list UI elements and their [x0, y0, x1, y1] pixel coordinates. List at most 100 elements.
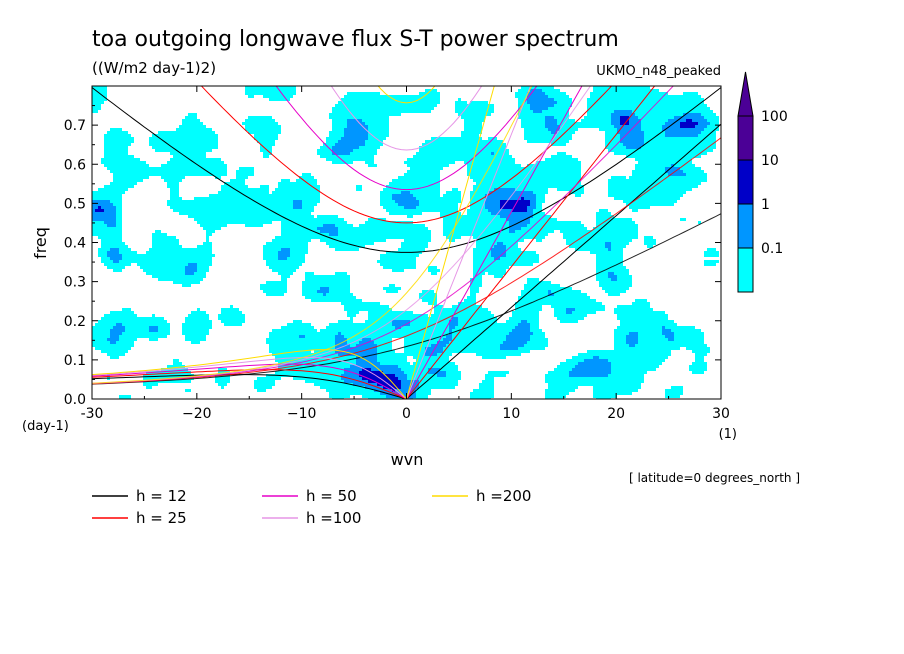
spectrum-cell [92, 233, 122, 236]
spectrum-cell [95, 323, 116, 326]
spectrum-cell [500, 257, 539, 260]
spectrum-cell [515, 95, 527, 98]
spectrum-cell [614, 197, 680, 200]
spectrum-cell [638, 116, 674, 119]
spectrum-cell [389, 212, 422, 215]
spectrum-cell [158, 131, 215, 134]
spectrum-cell [98, 320, 167, 323]
spectrum-cell [92, 206, 98, 209]
spectrum-cell [101, 239, 122, 242]
spectrum-cell [110, 170, 227, 173]
spectrum-cell [557, 188, 584, 191]
spectrum-cell [347, 122, 365, 125]
spectrum-cell [260, 143, 275, 146]
spectrum-cell [269, 350, 311, 353]
spectrum-cell [320, 386, 365, 389]
spectrum-cell [347, 338, 362, 341]
spectrum-cell [374, 389, 392, 392]
spectrum-cell [404, 239, 431, 242]
spectrum-cell [278, 365, 350, 368]
spectrum-cell [482, 380, 494, 383]
spectrum-cell [338, 353, 377, 356]
spectrum-cell [419, 386, 455, 389]
spectrum-cell [338, 227, 428, 230]
x-tick-label: 0 [402, 406, 411, 422]
spectrum-cell [680, 218, 686, 221]
spectrum-cell [629, 122, 641, 125]
spectrum-cell [416, 359, 449, 362]
spectrum-cell [512, 329, 530, 332]
kelvin-wave-curve [406, 123, 721, 399]
spectrum-cell [566, 359, 584, 362]
latitude-annotation: [ latitude=0 degrees_north ] [629, 471, 800, 485]
spectrum-cell [341, 98, 440, 101]
spectrum-cell [593, 386, 641, 389]
spectrum-cell [389, 284, 395, 287]
spectrum-cell [485, 200, 500, 203]
spectrum-cell [116, 323, 122, 326]
spectrum-cell [455, 110, 494, 113]
spectrum-cell [461, 116, 485, 119]
spectrum-cell [506, 248, 521, 251]
spectrum-cell [305, 380, 344, 383]
spectrum-cell [494, 245, 506, 248]
spectrum-cell [635, 299, 647, 302]
spectrum-cell [113, 260, 119, 263]
spectrum-cell [449, 239, 455, 242]
x-tick-label: 30 [712, 406, 730, 422]
spectrum-cell [110, 356, 119, 359]
spectrum-cell [452, 335, 506, 338]
spectrum-cell [500, 200, 530, 203]
spectrum-cell [410, 191, 440, 194]
spectrum-cell [530, 203, 536, 206]
spectrum-cell [287, 323, 311, 326]
spectrum-cell [263, 257, 278, 260]
spectrum-cell [614, 332, 629, 335]
spectrum-cell [113, 173, 227, 176]
spectrum-cell [149, 137, 218, 140]
spectrum-cell [104, 221, 116, 224]
spectrum-cell [617, 128, 641, 131]
spectrum-cell [272, 269, 296, 272]
spectrum-cell [674, 338, 704, 341]
spectrum-cell [248, 95, 254, 98]
spectrum-cell [167, 365, 185, 368]
legend-label: h = 50 [306, 487, 357, 505]
spectrum-cell [107, 338, 119, 341]
spectrum-cell [467, 170, 581, 173]
spectrum-cell [665, 395, 680, 398]
spectrum-cell [98, 206, 101, 209]
spectrum-cell [356, 344, 377, 347]
spectrum-cell [608, 359, 665, 362]
spectrum-cell [125, 329, 149, 332]
spectrum-cell [149, 248, 212, 251]
spectrum-cell [275, 359, 356, 362]
spectrum-cell [518, 113, 569, 116]
spectrum-cell [281, 227, 317, 230]
spectrum-cell [596, 260, 623, 263]
spectrum-cell [431, 344, 446, 347]
spectrum-cell [545, 374, 569, 377]
spectrum-cell [635, 113, 683, 116]
spectrum-cell [473, 257, 494, 260]
spectrum-cell [254, 134, 278, 137]
spectrum-cell [269, 335, 299, 338]
spectrum-cell [248, 131, 281, 134]
spectrum-cell [521, 122, 545, 125]
spectrum-cell [545, 116, 554, 119]
spectrum-cell [419, 92, 440, 95]
spectrum-cell [623, 143, 644, 146]
spectrum-cell [596, 272, 608, 275]
spectrum-cell [446, 371, 461, 374]
spectrum-cell [149, 338, 158, 341]
spectrum-cell [338, 233, 431, 236]
spectrum-cell [320, 146, 332, 149]
spectrum-cell [452, 329, 512, 332]
y-axis: 0.0 0.1 0.2 0.3 0.4 0.5 0.6 0.7 [64, 105, 721, 408]
spectrum-cell [593, 389, 638, 392]
spectrum-cell [326, 389, 374, 392]
spectrum-cell [347, 92, 380, 95]
spectrum-cell [317, 149, 332, 152]
spectrum-cell [428, 302, 437, 305]
